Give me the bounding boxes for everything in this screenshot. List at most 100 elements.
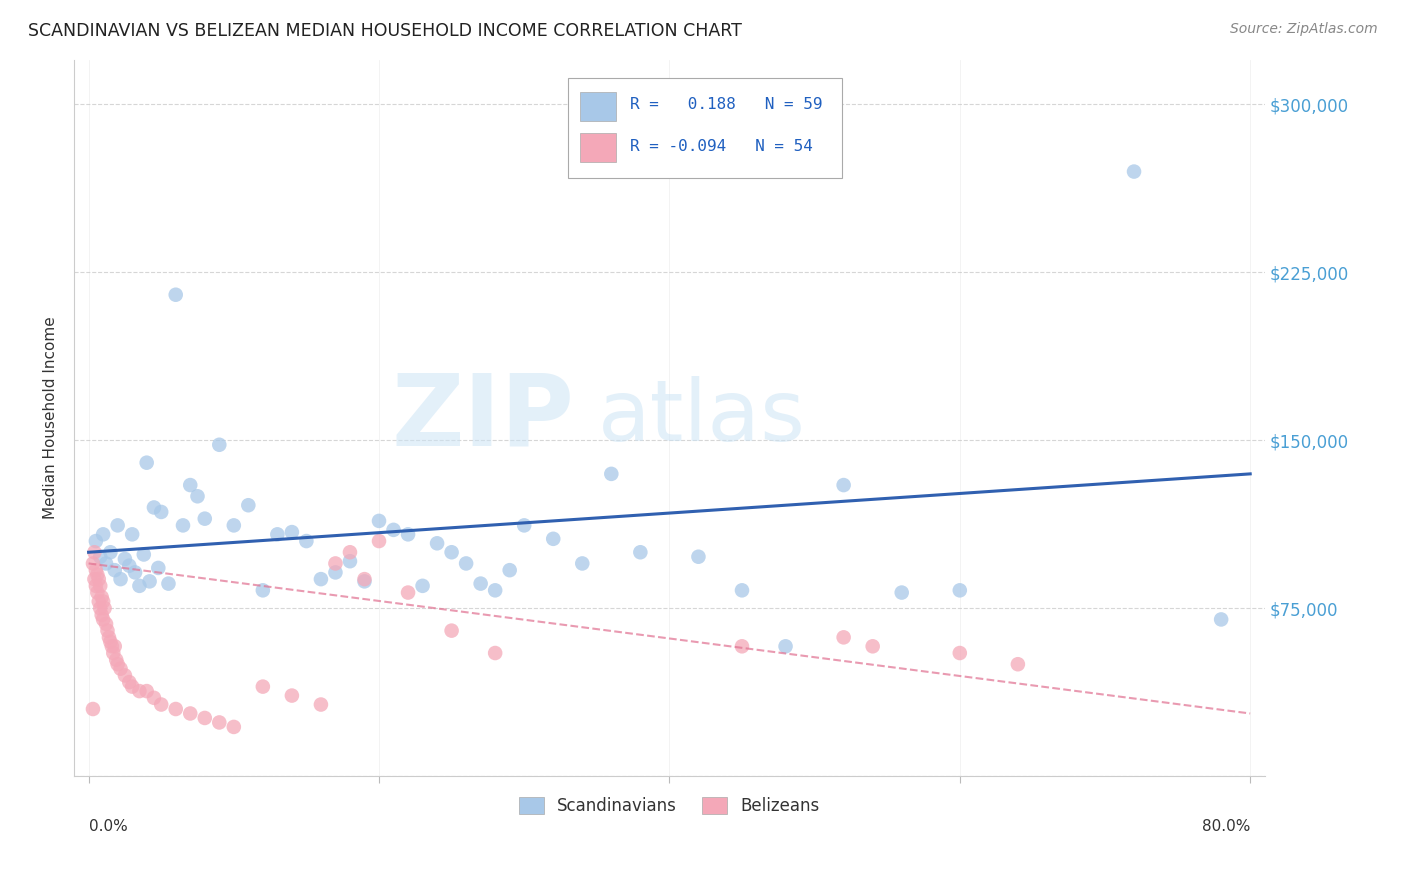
Point bbox=[688, 549, 710, 564]
FancyBboxPatch shape bbox=[581, 134, 616, 162]
Text: 80.0%: 80.0% bbox=[1202, 819, 1250, 834]
Point bbox=[484, 583, 506, 598]
Text: ZIP: ZIP bbox=[391, 369, 574, 467]
Point bbox=[135, 456, 157, 470]
Point bbox=[138, 574, 160, 589]
Point bbox=[91, 594, 114, 608]
Point bbox=[90, 607, 112, 622]
Text: R = -0.094   N = 54: R = -0.094 N = 54 bbox=[630, 139, 813, 153]
Point bbox=[110, 662, 132, 676]
Point bbox=[114, 552, 136, 566]
Point bbox=[165, 702, 187, 716]
Point bbox=[252, 680, 274, 694]
Point bbox=[949, 583, 972, 598]
Point bbox=[93, 601, 115, 615]
Point bbox=[222, 720, 245, 734]
Point bbox=[731, 640, 754, 654]
Point bbox=[150, 698, 173, 712]
Point bbox=[353, 574, 375, 589]
Point bbox=[90, 590, 112, 604]
Point bbox=[325, 557, 347, 571]
Point bbox=[148, 561, 170, 575]
Point bbox=[832, 478, 855, 492]
Point bbox=[499, 563, 522, 577]
Point bbox=[107, 657, 129, 672]
Point bbox=[252, 583, 274, 598]
Point bbox=[309, 698, 332, 712]
Text: 0.0%: 0.0% bbox=[89, 819, 128, 834]
Point bbox=[82, 702, 104, 716]
Point bbox=[82, 557, 104, 571]
Point bbox=[368, 534, 391, 549]
Point bbox=[862, 640, 884, 654]
Legend: Scandinavians, Belizeans: Scandinavians, Belizeans bbox=[512, 790, 827, 822]
Point bbox=[456, 557, 478, 571]
Point bbox=[541, 532, 564, 546]
Point bbox=[89, 579, 111, 593]
Point bbox=[1007, 657, 1029, 672]
Point bbox=[105, 653, 128, 667]
Point bbox=[238, 498, 260, 512]
Point bbox=[104, 640, 127, 654]
Point bbox=[89, 601, 111, 615]
Point bbox=[135, 684, 157, 698]
Point bbox=[110, 572, 132, 586]
Point bbox=[83, 572, 105, 586]
Point bbox=[94, 616, 117, 631]
Point bbox=[600, 467, 623, 481]
Point bbox=[142, 690, 165, 705]
Point bbox=[91, 612, 114, 626]
Point bbox=[1123, 164, 1146, 178]
Point bbox=[396, 527, 419, 541]
Point bbox=[142, 500, 165, 515]
Point bbox=[382, 523, 405, 537]
Point bbox=[571, 557, 593, 571]
Point bbox=[281, 525, 304, 540]
Point bbox=[339, 554, 361, 568]
Point bbox=[222, 518, 245, 533]
Point bbox=[83, 545, 105, 559]
Y-axis label: Median Household Income: Median Household Income bbox=[44, 317, 58, 519]
Point bbox=[86, 585, 108, 599]
Point bbox=[84, 579, 107, 593]
Point bbox=[101, 640, 124, 654]
Point bbox=[128, 684, 150, 698]
Point bbox=[208, 715, 231, 730]
Point bbox=[194, 511, 217, 525]
Point bbox=[86, 567, 108, 582]
Point bbox=[104, 563, 127, 577]
Point bbox=[440, 545, 463, 559]
Point bbox=[368, 514, 391, 528]
Point bbox=[628, 545, 651, 559]
Point bbox=[832, 631, 855, 645]
Point bbox=[100, 635, 122, 649]
Point bbox=[775, 640, 797, 654]
Point bbox=[94, 557, 117, 571]
Point bbox=[96, 624, 118, 638]
Point bbox=[186, 489, 208, 503]
Point bbox=[150, 505, 173, 519]
Point bbox=[295, 534, 318, 549]
Point bbox=[731, 583, 754, 598]
Point bbox=[84, 534, 107, 549]
Point bbox=[87, 572, 110, 586]
Point bbox=[87, 594, 110, 608]
Text: atlas: atlas bbox=[598, 376, 806, 459]
Point bbox=[325, 566, 347, 580]
Text: Source: ZipAtlas.com: Source: ZipAtlas.com bbox=[1230, 22, 1378, 37]
Point bbox=[426, 536, 449, 550]
Point bbox=[412, 579, 434, 593]
Point bbox=[89, 549, 111, 564]
Point bbox=[114, 668, 136, 682]
Point bbox=[440, 624, 463, 638]
Point bbox=[179, 706, 201, 721]
Text: R =   0.188   N = 59: R = 0.188 N = 59 bbox=[630, 97, 823, 112]
Point bbox=[484, 646, 506, 660]
Point bbox=[157, 576, 180, 591]
Point bbox=[470, 576, 492, 591]
Point bbox=[949, 646, 972, 660]
Point bbox=[890, 585, 912, 599]
Point bbox=[91, 527, 114, 541]
Point bbox=[128, 579, 150, 593]
Point bbox=[124, 566, 146, 580]
